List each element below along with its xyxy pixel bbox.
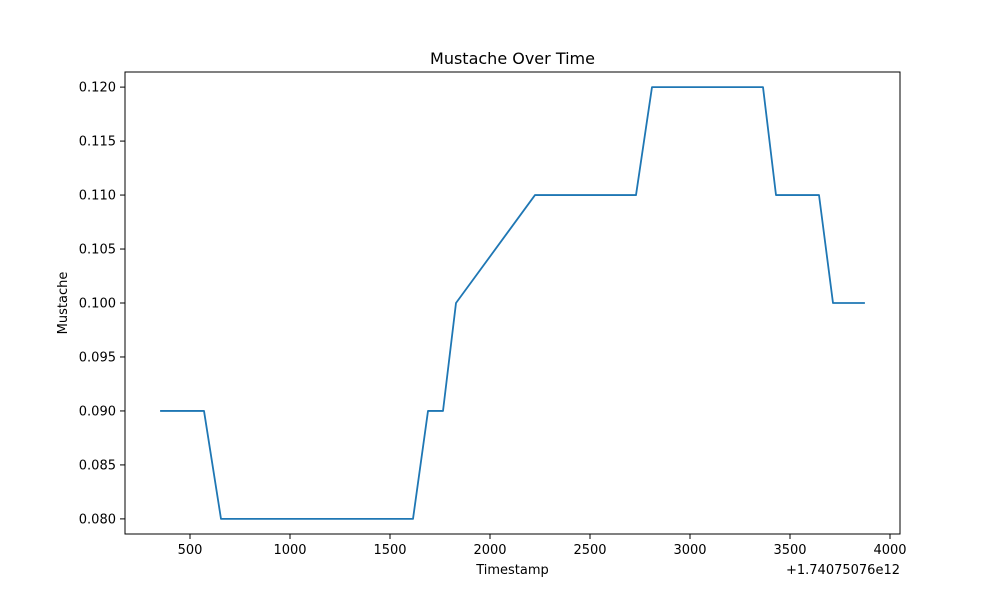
axes-frame <box>124 71 901 535</box>
y-axis-label: Mustache <box>56 272 71 335</box>
x-axis-ticks: 500 1000 1500 2000 2500 3000 3500 4000 <box>178 534 907 558</box>
plot-area <box>125 72 900 534</box>
x-tick-label: 1000 <box>273 543 306 558</box>
axes-background <box>125 72 900 534</box>
y-tick-label: 0.080 <box>79 512 116 527</box>
y-tick-label: 0.085 <box>79 458 116 473</box>
y-tick-label: 0.120 <box>79 81 116 96</box>
y-tick-label: 0.100 <box>79 297 116 312</box>
x-axis-offset-label: +1.74075076e12 <box>786 563 900 578</box>
x-axis-label: Timestamp <box>475 563 549 578</box>
x-tick-label: 1500 <box>373 543 406 558</box>
y-tick-label: 0.095 <box>79 350 116 365</box>
x-tick-label: 4000 <box>873 543 906 558</box>
y-axis-ticks: 0.080 0.085 0.090 0.095 0.100 0.105 0.110 0.115… <box>79 81 125 527</box>
x-tick-label: 2500 <box>573 543 606 558</box>
x-tick-label: 500 <box>178 543 203 558</box>
y-tick-label: 0.090 <box>79 404 116 419</box>
series-layer <box>160 86 865 520</box>
y-tick-label: 0.110 <box>79 189 116 204</box>
series-line <box>160 86 865 520</box>
x-tick-label: 2000 <box>473 543 506 558</box>
y-tick-label: 0.105 <box>79 243 116 258</box>
x-tick-label: 3000 <box>673 543 706 558</box>
x-tick-label: 3500 <box>773 543 806 558</box>
chart-title: Mustache Over Time <box>430 49 595 68</box>
y-tick-label: 0.115 <box>79 135 116 150</box>
